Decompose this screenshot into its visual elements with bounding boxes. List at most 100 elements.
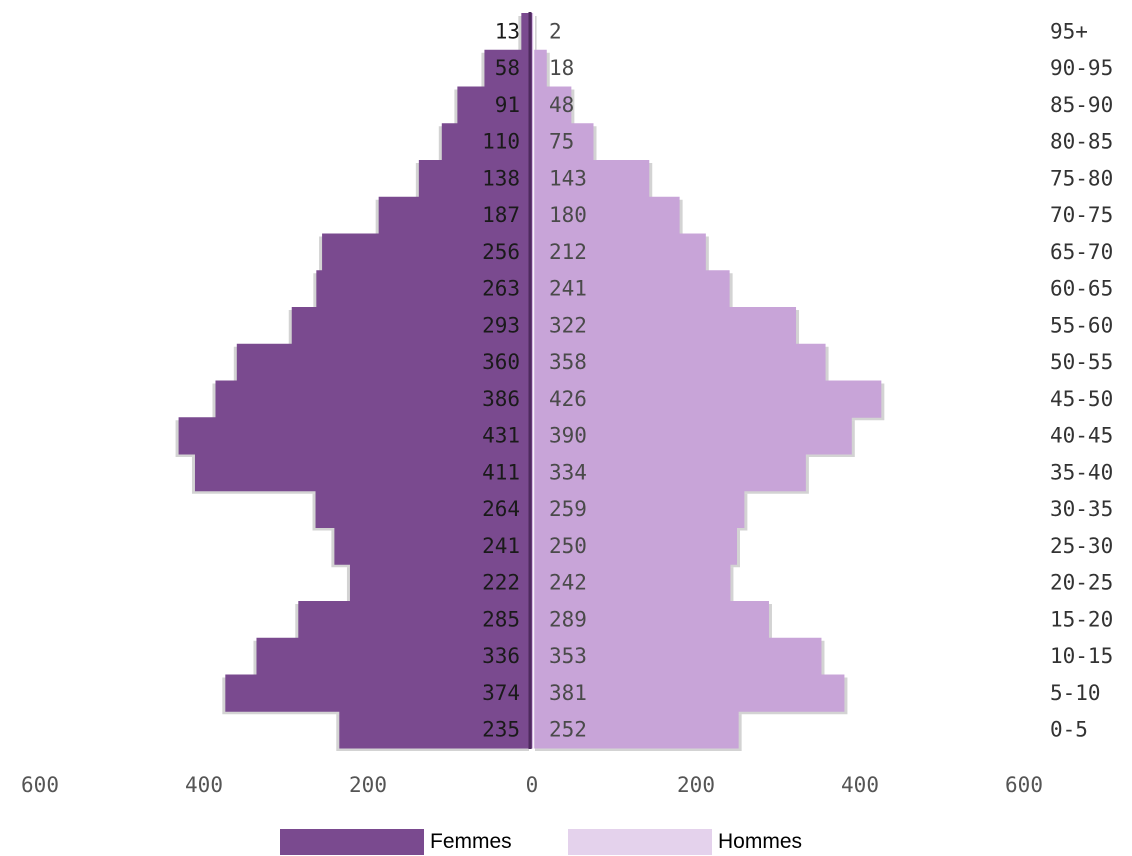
bar-femmes-75-80 bbox=[418, 160, 532, 198]
bar-hommes-45-50 bbox=[532, 380, 882, 418]
value-label-femmes: 58 bbox=[495, 56, 520, 80]
age-group-label: 35-40 bbox=[1050, 460, 1113, 484]
value-label-hommes: 75 bbox=[549, 130, 574, 154]
bar-femmes-55-60 bbox=[291, 307, 532, 345]
bar-femmes-50-55 bbox=[236, 343, 533, 381]
age-group-label: 30-35 bbox=[1050, 497, 1113, 521]
value-label-femmes: 285 bbox=[482, 607, 520, 631]
bar-hommes-10-15 bbox=[532, 637, 822, 675]
value-label-hommes: 143 bbox=[549, 166, 587, 190]
value-label-hommes: 252 bbox=[549, 718, 587, 742]
age-group-label: 55-60 bbox=[1050, 313, 1113, 337]
age-group-label: 5-10 bbox=[1050, 681, 1101, 705]
bar-hommes-20-25 bbox=[532, 564, 731, 602]
age-group-label: 75-80 bbox=[1050, 166, 1113, 190]
bar-hommes-0-5 bbox=[532, 711, 739, 749]
legend-hommes-label: Hommes bbox=[718, 830, 803, 853]
bar-hommes-70-75 bbox=[532, 196, 680, 234]
value-label-hommes: 381 bbox=[549, 681, 587, 705]
bar-hommes-25-30 bbox=[532, 527, 737, 565]
x-tick-label: 0 bbox=[526, 773, 539, 797]
value-label-femmes: 431 bbox=[482, 424, 520, 448]
bar-hommes-30-35 bbox=[532, 490, 745, 528]
value-label-femmes: 91 bbox=[495, 93, 520, 117]
value-label-femmes: 13 bbox=[495, 19, 520, 43]
value-label-femmes: 264 bbox=[482, 497, 520, 521]
bar-femmes-85-90 bbox=[457, 86, 532, 124]
value-label-femmes: 374 bbox=[482, 681, 520, 705]
x-tick-label: 400 bbox=[841, 773, 879, 797]
legend-hommes: Hommes bbox=[568, 828, 802, 856]
value-label-hommes: 334 bbox=[549, 460, 587, 484]
value-label-femmes: 241 bbox=[482, 534, 520, 558]
bar-femmes-65-70 bbox=[322, 233, 532, 271]
bar-femmes-0-5 bbox=[339, 711, 532, 749]
bar-femmes-10-15 bbox=[256, 637, 532, 675]
value-label-femmes: 222 bbox=[482, 571, 520, 595]
bar-hommes-5-10 bbox=[532, 674, 845, 712]
age-group-label: 95+ bbox=[1050, 19, 1088, 43]
legend-hommes-swatch bbox=[568, 829, 712, 855]
bar-hommes-75-80 bbox=[532, 160, 650, 198]
value-label-femmes: 256 bbox=[482, 240, 520, 264]
legend-femmes-label: Femmes bbox=[430, 830, 512, 853]
value-label-hommes: 322 bbox=[549, 313, 587, 337]
bar-femmes-95+ bbox=[521, 13, 532, 51]
age-group-label: 80-85 bbox=[1050, 130, 1113, 154]
x-tick-label: 600 bbox=[21, 773, 59, 797]
value-label-femmes: 110 bbox=[482, 130, 520, 154]
bar-hommes-55-60 bbox=[532, 307, 797, 345]
age-group-label: 85-90 bbox=[1050, 93, 1113, 117]
bar-femmes-40-45 bbox=[178, 417, 532, 455]
age-group-label: 50-55 bbox=[1050, 350, 1113, 374]
value-label-femmes: 386 bbox=[482, 387, 520, 411]
bar-shadow-hommes bbox=[535, 16, 537, 53]
value-label-hommes: 353 bbox=[549, 644, 587, 668]
bar-femmes-60-65 bbox=[316, 270, 532, 308]
value-label-femmes: 411 bbox=[482, 460, 520, 484]
value-label-femmes: 138 bbox=[482, 166, 520, 190]
bar-femmes-25-30 bbox=[334, 527, 532, 565]
x-tick-label: 200 bbox=[677, 773, 715, 797]
value-label-hommes: 250 bbox=[549, 534, 587, 558]
bar-femmes-90-95 bbox=[484, 49, 532, 87]
value-label-hommes: 289 bbox=[549, 607, 587, 631]
bar-hommes-35-40 bbox=[532, 454, 806, 492]
value-label-femmes: 235 bbox=[482, 718, 520, 742]
bar-hommes-50-55 bbox=[532, 343, 826, 381]
age-group-label: 20-25 bbox=[1050, 571, 1113, 595]
value-label-hommes: 2 bbox=[549, 19, 562, 43]
value-label-hommes: 48 bbox=[549, 93, 574, 117]
bar-hommes-60-65 bbox=[532, 270, 730, 308]
bar-femmes-70-75 bbox=[378, 196, 532, 234]
value-label-hommes: 390 bbox=[549, 424, 587, 448]
age-group-label: 10-15 bbox=[1050, 644, 1113, 668]
value-label-hommes: 259 bbox=[549, 497, 587, 521]
x-axis-ticks: 600 400 200 0 200 400 600 bbox=[21, 773, 1043, 797]
legend-femmes-swatch bbox=[280, 829, 424, 855]
bar-hommes-15-20 bbox=[532, 601, 769, 639]
value-label-hommes: 426 bbox=[549, 387, 587, 411]
bar-hommes-80-85 bbox=[532, 123, 594, 161]
value-label-hommes: 18 bbox=[549, 56, 574, 80]
bar-femmes-80-85 bbox=[441, 123, 532, 161]
bar-femmes-5-10 bbox=[225, 674, 532, 712]
bar-hommes-85-90 bbox=[532, 86, 572, 124]
age-group-label: 0-5 bbox=[1050, 718, 1088, 742]
bar-femmes-30-35 bbox=[315, 490, 532, 528]
population-pyramid-chart: 235 252 374 381 336 353 285 289 222 242 241 250 264 2… bbox=[21, 12, 1113, 797]
age-group-label: 40-45 bbox=[1050, 424, 1113, 448]
x-tick-label: 200 bbox=[349, 773, 387, 797]
bar-hommes-65-70 bbox=[532, 233, 706, 271]
bar-femmes-45-50 bbox=[215, 380, 533, 418]
x-tick-label: 600 bbox=[1005, 773, 1043, 797]
value-label-hommes: 212 bbox=[549, 240, 587, 264]
value-label-femmes: 263 bbox=[482, 277, 520, 301]
value-label-hommes: 241 bbox=[549, 277, 587, 301]
age-group-label: 45-50 bbox=[1050, 387, 1113, 411]
bars bbox=[178, 12, 882, 749]
value-label-femmes: 187 bbox=[482, 203, 520, 227]
age-group-label: 65-70 bbox=[1050, 240, 1113, 264]
age-group-label: 60-65 bbox=[1050, 277, 1113, 301]
bar-femmes-15-20 bbox=[298, 601, 532, 639]
